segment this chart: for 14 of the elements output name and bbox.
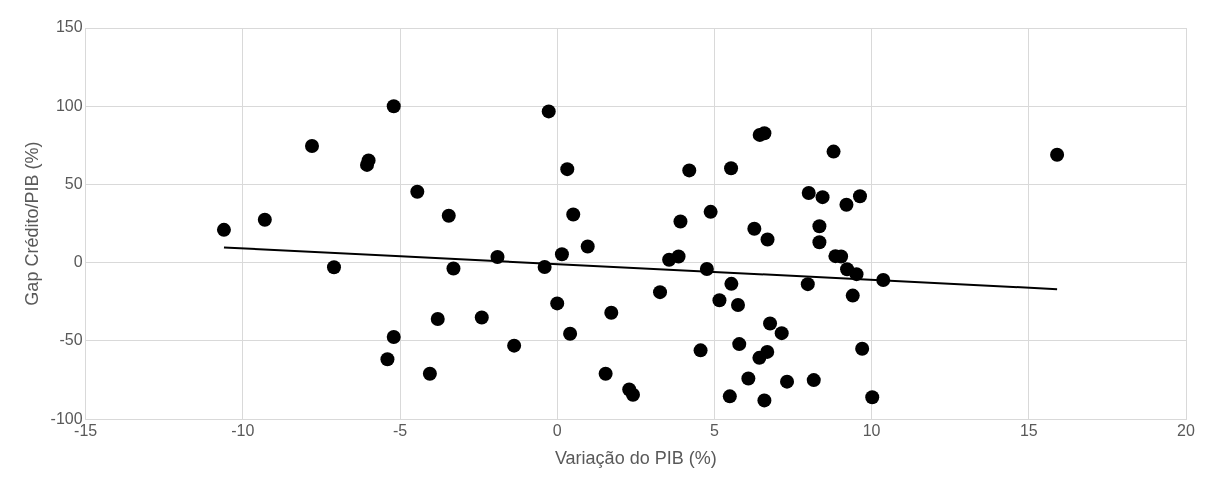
- x-tick-label: 10: [862, 422, 881, 440]
- y-tick-label: -50: [59, 331, 83, 349]
- x-tick-label: 15: [1019, 422, 1038, 440]
- x-axis-title: Variação do PIB (%): [554, 448, 717, 469]
- x-tick-label: 5: [709, 422, 719, 440]
- y-tick-label: 100: [55, 96, 83, 114]
- x-tick-label: 20: [1177, 422, 1195, 440]
- y-tick-label: 0: [73, 253, 83, 271]
- y-axis-title: Gap Crédito/PIB (%): [21, 141, 42, 306]
- y-tick-label: 150: [55, 18, 83, 36]
- x-tick-label: 0: [552, 422, 562, 440]
- y-tick-label: 50: [64, 174, 83, 192]
- x-tick-label: -5: [392, 422, 408, 440]
- x-tick-label: -10: [231, 422, 255, 440]
